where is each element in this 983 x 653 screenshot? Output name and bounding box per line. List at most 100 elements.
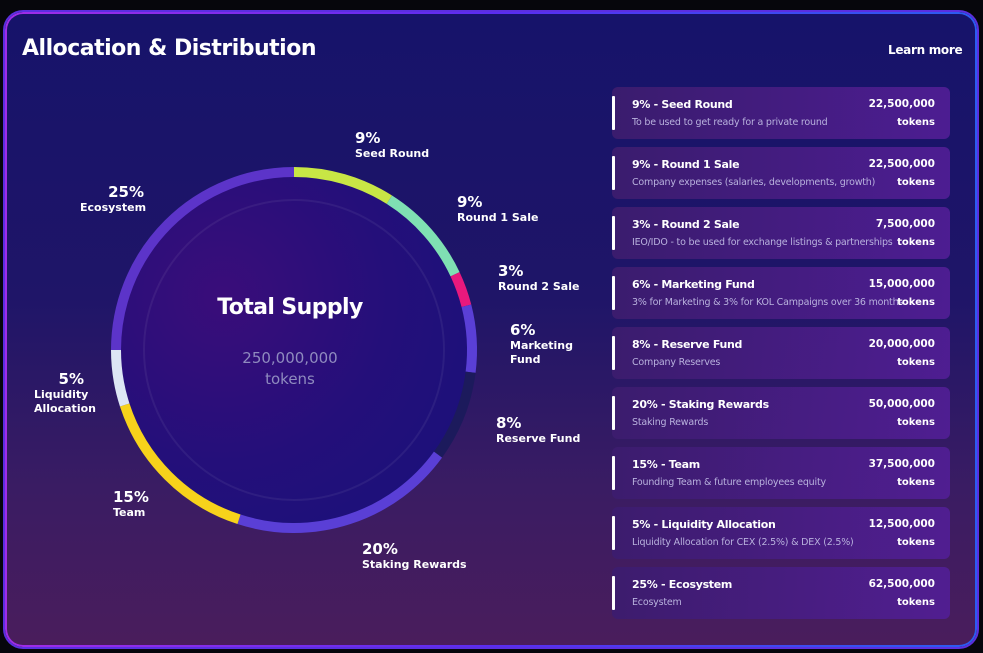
- allocation-row: 5% - Liquidity Allocation Liquidity Alloc…: [612, 507, 950, 559]
- row-desc: To be used to get ready for a private ro…: [632, 117, 828, 128]
- slice-label-ecosystem: 25% Ecosystem: [80, 183, 147, 215]
- row-title: 6% - Marketing Fund: [632, 278, 755, 291]
- row-unit: tokens: [897, 357, 935, 368]
- total-supply-unit: tokens: [265, 370, 315, 388]
- slice-label-seed-round: 9% Seed Round: [355, 129, 429, 161]
- slice-label-round-2-sale: 3% Round 2 Sale: [498, 262, 579, 294]
- slice-label-liquidity: 5% Liquidity Allocation: [20, 370, 96, 416]
- allocation-list: 9% - Seed Round To be used to get ready f…: [612, 87, 950, 627]
- row-accent: [612, 396, 615, 430]
- row-unit: tokens: [897, 297, 935, 308]
- row-desc: Liquidity Allocation for CEX (2.5%) & DE…: [632, 537, 854, 548]
- slice-name: Liquidity Allocation: [34, 388, 96, 415]
- slice-name: Ecosystem: [80, 201, 147, 214]
- slice-pct: 25%: [108, 183, 144, 201]
- row-desc: Ecosystem: [632, 597, 682, 608]
- row-amount: 12,500,000: [868, 518, 935, 530]
- slice-label-reserve-fund: 8% Reserve Fund: [496, 414, 580, 446]
- allocation-row: 25% - Ecosystem Ecosystem 62,500,000 tokens: [612, 567, 950, 619]
- row-amount: 20,000,000: [868, 338, 935, 350]
- donut-inner-ring: [143, 199, 445, 501]
- slice-pct: 3%: [498, 262, 524, 280]
- donut-slice-liquidity-allocation: [111, 349, 130, 407]
- slice-name: Round 2 Sale: [498, 280, 580, 293]
- page-title: Allocation & Distribution: [22, 36, 317, 61]
- row-desc: 3% for Marketing & 3% for KOL Campaigns …: [632, 297, 904, 308]
- row-amount: 15,000,000: [868, 278, 935, 290]
- row-title: 25% - Ecosystem: [632, 578, 733, 591]
- donut-slice-reserve-fund: [433, 371, 476, 458]
- row-unit: tokens: [897, 237, 935, 248]
- row-amount: 50,000,000: [868, 398, 935, 410]
- allocation-row: 3% - Round 2 Sale IEO/IDO - to be used fo…: [612, 207, 950, 259]
- row-desc: Staking Rewards: [632, 417, 709, 428]
- row-amount: 7,500,000: [875, 218, 935, 230]
- total-supply-value: 250,000,000: [242, 349, 338, 367]
- row-title: 15% - Team: [632, 458, 700, 471]
- donut-slice-ecosystem: [111, 167, 295, 351]
- row-unit: tokens: [897, 597, 935, 608]
- slice-name: Staking Rewards: [362, 558, 467, 571]
- donut-slice-round-2-sale: [450, 272, 472, 308]
- donut-svg: [111, 167, 477, 533]
- row-accent: [612, 216, 615, 250]
- slice-pct: 9%: [355, 129, 381, 147]
- row-accent: [612, 156, 615, 190]
- donut-chart: Total Supply 250,000,000 tokens 9% Seed …: [20, 129, 600, 572]
- slice-label-staking-rewards: 20% Staking Rewards: [362, 540, 467, 572]
- slice-name: Seed Round: [355, 147, 430, 160]
- row-unit: tokens: [897, 177, 935, 188]
- row-accent: [612, 456, 615, 490]
- allocation-row: 15% - Team Founding Team & future employe…: [612, 447, 950, 499]
- row-accent: [612, 336, 615, 370]
- slice-name: Team: [113, 506, 146, 519]
- row-amount: 22,500,000: [868, 158, 935, 170]
- row-title: 9% - Round 1 Sale: [632, 158, 740, 171]
- slice-pct: 6%: [510, 321, 536, 339]
- row-accent: [612, 576, 615, 610]
- row-unit: tokens: [897, 117, 935, 128]
- row-title: 3% - Round 2 Sale: [632, 218, 740, 231]
- row-amount: 22,500,000: [868, 98, 935, 110]
- row-title: 5% - Liquidity Allocation: [632, 518, 776, 531]
- slice-name: Round 1 Sale: [457, 211, 539, 224]
- donut-slice-team: [119, 403, 241, 525]
- row-unit: tokens: [897, 477, 935, 488]
- slice-pct: 5%: [58, 370, 84, 388]
- row-accent: [612, 96, 615, 130]
- row-unit: tokens: [897, 417, 935, 428]
- slice-pct: 9%: [457, 193, 483, 211]
- donut-center-disc: [116, 172, 472, 528]
- row-amount: 37,500,000: [868, 458, 935, 470]
- row-accent: [612, 276, 615, 310]
- learn-more-link[interactable]: Learn more: [888, 43, 963, 57]
- allocation-row: 9% - Round 1 Sale Company expenses (salar…: [612, 147, 950, 199]
- row-desc: Company Reserves: [632, 357, 721, 368]
- slice-label-marketing-fund: 6% Marketing Fund: [510, 321, 600, 367]
- allocation-row: 9% - Seed Round To be used to get ready f…: [612, 87, 950, 139]
- slice-pct: 20%: [362, 540, 398, 558]
- slice-label-round-1-sale: 9% Round 1 Sale: [457, 193, 538, 225]
- slice-name: Marketing Fund: [510, 339, 574, 366]
- donut-slice-round-1-sale: [386, 195, 460, 277]
- slice-pct: 15%: [113, 488, 149, 506]
- slice-pct: 8%: [496, 414, 522, 432]
- row-amount: 62,500,000: [868, 578, 935, 590]
- row-desc: IEO/IDO - to be used for exchange listin…: [632, 237, 893, 248]
- donut-slice-staking-rewards: [237, 451, 443, 533]
- row-title: 8% - Reserve Fund: [632, 338, 743, 351]
- allocation-row: 20% - Staking Rewards Staking Rewards 50,0…: [612, 387, 950, 439]
- slice-name: Reserve Fund: [496, 432, 581, 445]
- row-accent: [612, 516, 615, 550]
- row-desc: Company expenses (salaries, developments…: [632, 177, 876, 188]
- donut-slice-marketing-fund: [461, 304, 477, 373]
- allocation-row: 8% - Reserve Fund Company Reserves 20,000,…: [612, 327, 950, 379]
- row-title: 20% - Staking Rewards: [632, 398, 769, 411]
- slice-label-team: 15% Team: [113, 488, 173, 520]
- total-supply-title: Total Supply: [217, 295, 363, 320]
- allocation-row: 6% - Marketing Fund 3% for Marketing & 3%…: [612, 267, 950, 319]
- row-desc: Founding Team & future employees equity: [632, 477, 826, 488]
- donut-slice-seed-round: [293, 167, 393, 204]
- row-title: 9% - Seed Round: [632, 98, 733, 111]
- row-unit: tokens: [897, 537, 935, 548]
